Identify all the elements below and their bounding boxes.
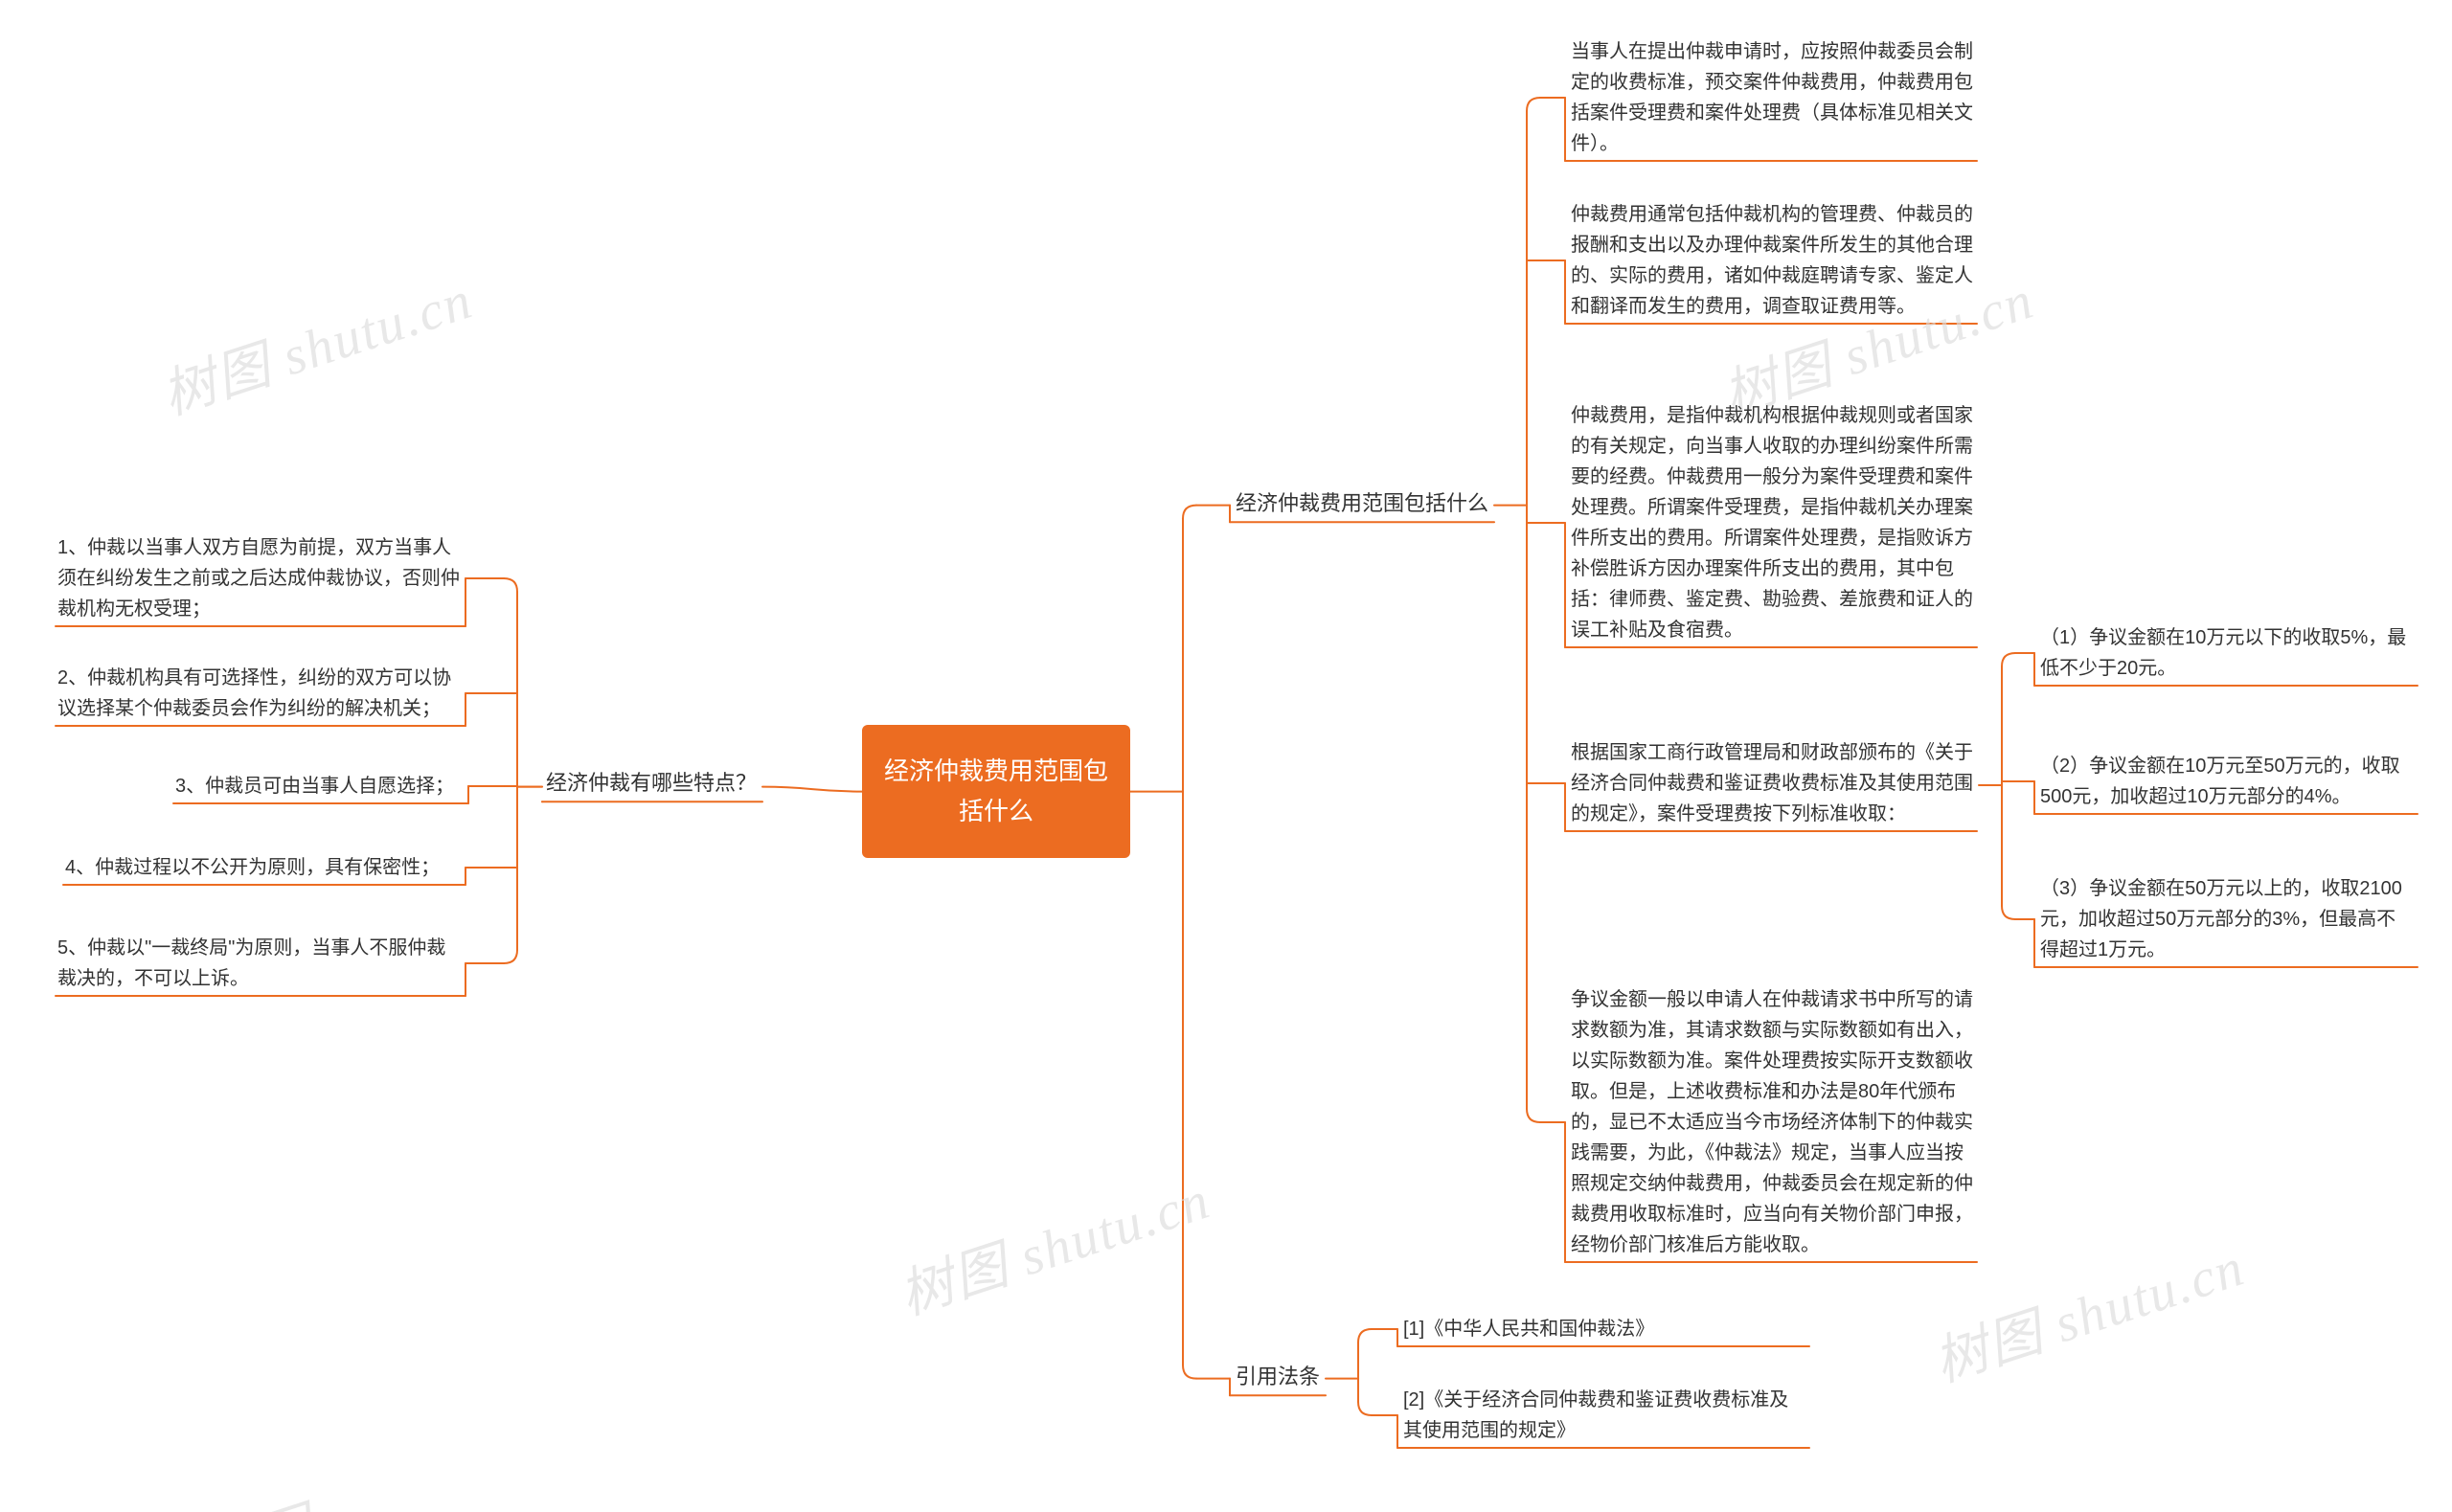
leaf-node: 当事人在提出仲裁申请时，应按照仲裁委员会制定的收费标准，预交案件仲裁费用，仲裁费… — [1571, 36, 1973, 159]
root-node: 经济仲裁费用范围包括什么 — [862, 725, 1130, 858]
leaf-node: 3、仲裁员可由当事人自愿选择； — [175, 771, 463, 801]
right-branch-label: 引用法条 — [1236, 1360, 1320, 1393]
leaf-node: 仲裁费用通常包括仲裁机构的管理费、仲裁员的报酬和支出以及办理仲裁案件所发生的其他… — [1571, 199, 1973, 322]
leaf-node: 4、仲裁过程以不公开为原则，具有保密性； — [65, 852, 460, 883]
leaf-node: （2）争议金额在10万元至50万元的，收取500元，加收超过10万元部分的4%。 — [2040, 751, 2414, 812]
leaf-node: 2、仲裁机构具有可选择性，纠纷的双方可以协议选择某个仲裁委员会作为纠纷的解决机关… — [57, 663, 460, 724]
leaf-node: 根据国家工商行政管理局和财政部颁布的《关于经济合同仲裁费和鉴证费收费标准及其使用… — [1571, 737, 1973, 829]
leaf-node: [2]《关于经济合同仲裁费和鉴证费收费标准及其使用范围的规定》 — [1403, 1385, 1805, 1446]
leaf-node: （3）争议金额在50万元以上的，收取2100元，加收超过50万元部分的3%，但最… — [2040, 873, 2414, 965]
right-branch-label: 经济仲裁费用范围包括什么 — [1236, 486, 1488, 520]
left-branch-label: 经济仲裁有哪些特点？ — [546, 766, 757, 800]
leaf-node: [1]《中华人民共和国仲裁法》 — [1403, 1314, 1805, 1344]
leaf-node: 争议金额一般以申请人在仲裁请求书中所写的请求数额为准，其请求数额与实际数额如有出… — [1571, 984, 1973, 1260]
watermark: 图 — [246, 1483, 323, 1512]
watermark: 树图 shutu.cn — [150, 257, 481, 430]
watermark: 树图 shutu.cn — [888, 1157, 1218, 1330]
leaf-node: （1）争议金额在10万元以下的收取5%，最低不少于20元。 — [2040, 622, 2414, 684]
leaf-node: 5、仲裁以"一裁终局"为原则，当事人不服仲裁裁决的，不可以上诉。 — [57, 933, 460, 994]
leaf-node: 1、仲裁以当事人双方自愿为前提，双方当事人须在纠纷发生之前或之后达成仲裁协议，否… — [57, 532, 460, 624]
leaf-node: 仲裁费用，是指仲裁机构根据仲裁规则或者国家的有关规定，向当事人收取的办理纠纷案件… — [1571, 400, 1973, 645]
